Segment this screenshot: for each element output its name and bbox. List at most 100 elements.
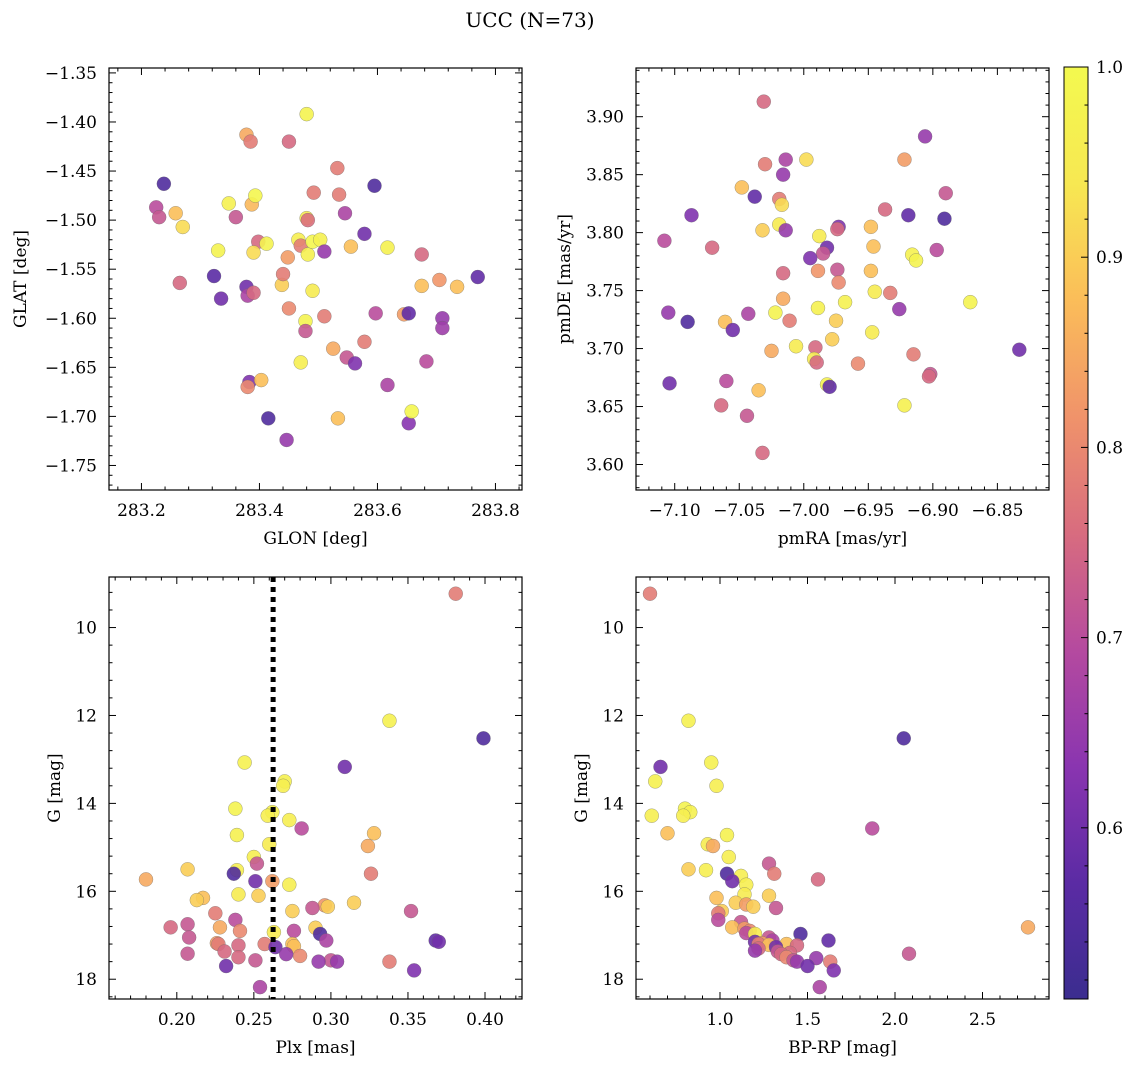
x-tick-label: −7.00 xyxy=(778,501,830,521)
scatter-point xyxy=(382,954,397,969)
scatter-point xyxy=(755,445,770,461)
scatter-point xyxy=(906,347,921,362)
scatter-point xyxy=(704,755,719,770)
scatter-point xyxy=(747,943,763,958)
scatter-point xyxy=(755,223,770,238)
scatter-point xyxy=(275,266,291,282)
scatter-point xyxy=(837,294,853,310)
scatter-point xyxy=(739,408,755,424)
scatter-point xyxy=(747,189,762,204)
y-tick-label: −1.65 xyxy=(45,358,97,378)
scatter-point xyxy=(719,373,734,389)
scatter-point xyxy=(330,160,345,176)
scatter-point xyxy=(275,778,291,794)
scatter-point xyxy=(775,265,791,281)
x-tick-label: 283.6 xyxy=(353,501,402,521)
scatter-point xyxy=(768,305,783,320)
scatter-point xyxy=(331,187,347,202)
y-tick-label: −1.75 xyxy=(45,456,97,476)
x-tick-label: 283.2 xyxy=(117,501,166,521)
x-axis-label: pmRA [mas/yr] xyxy=(778,529,907,549)
scatter-point xyxy=(286,923,302,939)
scatter-point xyxy=(653,759,668,775)
y-axis-label: G [mag] xyxy=(572,753,592,822)
scatter-points xyxy=(138,586,491,995)
scatter-point xyxy=(657,233,672,248)
scatter-point xyxy=(831,275,846,290)
colorbar-ticks: 0.6 0.7 0.8 0.9 1.0 xyxy=(1081,58,1123,981)
scatter-point xyxy=(189,892,205,908)
y-tick-label: 10 xyxy=(602,619,624,639)
scatter-point xyxy=(151,209,167,225)
scatter-point xyxy=(240,379,255,395)
scatter-point xyxy=(280,250,296,265)
y-tick-label: 3.65 xyxy=(586,398,624,418)
scatter-point xyxy=(403,903,419,919)
scatter-point xyxy=(298,323,313,339)
scatter-point xyxy=(828,313,844,328)
scatter-point xyxy=(253,372,269,388)
scatter-point xyxy=(414,247,429,262)
scatter-point xyxy=(824,332,840,347)
scatter-point xyxy=(768,900,784,916)
scatter-point xyxy=(815,246,831,261)
scatter-point xyxy=(734,180,750,195)
scatter-point xyxy=(883,285,898,301)
scatter-point xyxy=(320,899,336,914)
y-tick-label: 3.70 xyxy=(586,340,624,360)
scatter-point xyxy=(229,827,245,843)
scatter-point xyxy=(470,269,485,285)
scatter-point xyxy=(360,838,376,854)
scatter-point xyxy=(809,355,824,370)
y-tick-label: −1.60 xyxy=(45,309,97,329)
scatter-point xyxy=(228,801,243,816)
scatter-point xyxy=(897,152,912,167)
scatter-point xyxy=(648,774,663,789)
y-axis-label: G [mag] xyxy=(45,753,65,822)
scatter-point xyxy=(180,946,195,961)
scatter-point xyxy=(721,849,736,865)
scatter-point xyxy=(246,245,261,260)
scatter-point xyxy=(261,411,276,426)
scatter-point xyxy=(366,826,382,841)
scatter-point xyxy=(285,903,300,919)
scatter-point xyxy=(788,338,804,354)
scatter-point xyxy=(681,862,696,877)
scatter-point xyxy=(325,341,341,356)
scatter-point xyxy=(281,301,297,316)
scatter-point xyxy=(1012,342,1027,357)
scatter-point xyxy=(404,404,419,419)
scatter-point xyxy=(684,207,699,223)
scatter-point xyxy=(826,963,841,978)
scatter-point xyxy=(382,713,397,728)
x-tick-label: −6.95 xyxy=(842,501,894,521)
scatter-point xyxy=(802,250,818,266)
y-tick-label: 3.75 xyxy=(586,282,624,302)
scatter-point xyxy=(249,856,265,871)
scatter-point xyxy=(867,284,883,300)
scatter-point xyxy=(1020,920,1036,935)
scatter-point xyxy=(937,211,952,226)
scatter-point xyxy=(725,920,740,935)
scatter-point xyxy=(228,209,244,225)
scatter-point xyxy=(317,309,332,324)
scatter-point xyxy=(368,306,383,321)
scatter-point xyxy=(800,958,815,974)
x-tick-label: 0.20 xyxy=(158,1010,196,1030)
panel-pmra-pmde: −7.10 −7.05 −7.00 −6.95 −6.90 −6.85 3.60 3.65 3.… xyxy=(555,67,1050,549)
y-tick-label: 14 xyxy=(602,794,624,814)
scatter-point xyxy=(866,239,881,254)
scatter-point xyxy=(892,301,907,317)
scatter-point xyxy=(212,920,228,935)
scatter-point xyxy=(644,808,659,823)
scatter-point xyxy=(357,334,372,350)
x-tick-label: 0.25 xyxy=(235,1010,273,1030)
panel-glon-glat: 283.2 283.4 283.6 283.8 −1.75 −1.70 −1.65 −1.60… xyxy=(11,64,523,549)
scatter-point xyxy=(363,866,379,881)
scatter-point xyxy=(709,890,724,906)
colorbar-tick-label: 0.9 xyxy=(1096,248,1123,268)
scatter-points xyxy=(642,586,1036,995)
scatter-point xyxy=(782,313,797,328)
x-tick-label: 0.30 xyxy=(312,1010,350,1030)
scatter-point xyxy=(163,920,178,935)
